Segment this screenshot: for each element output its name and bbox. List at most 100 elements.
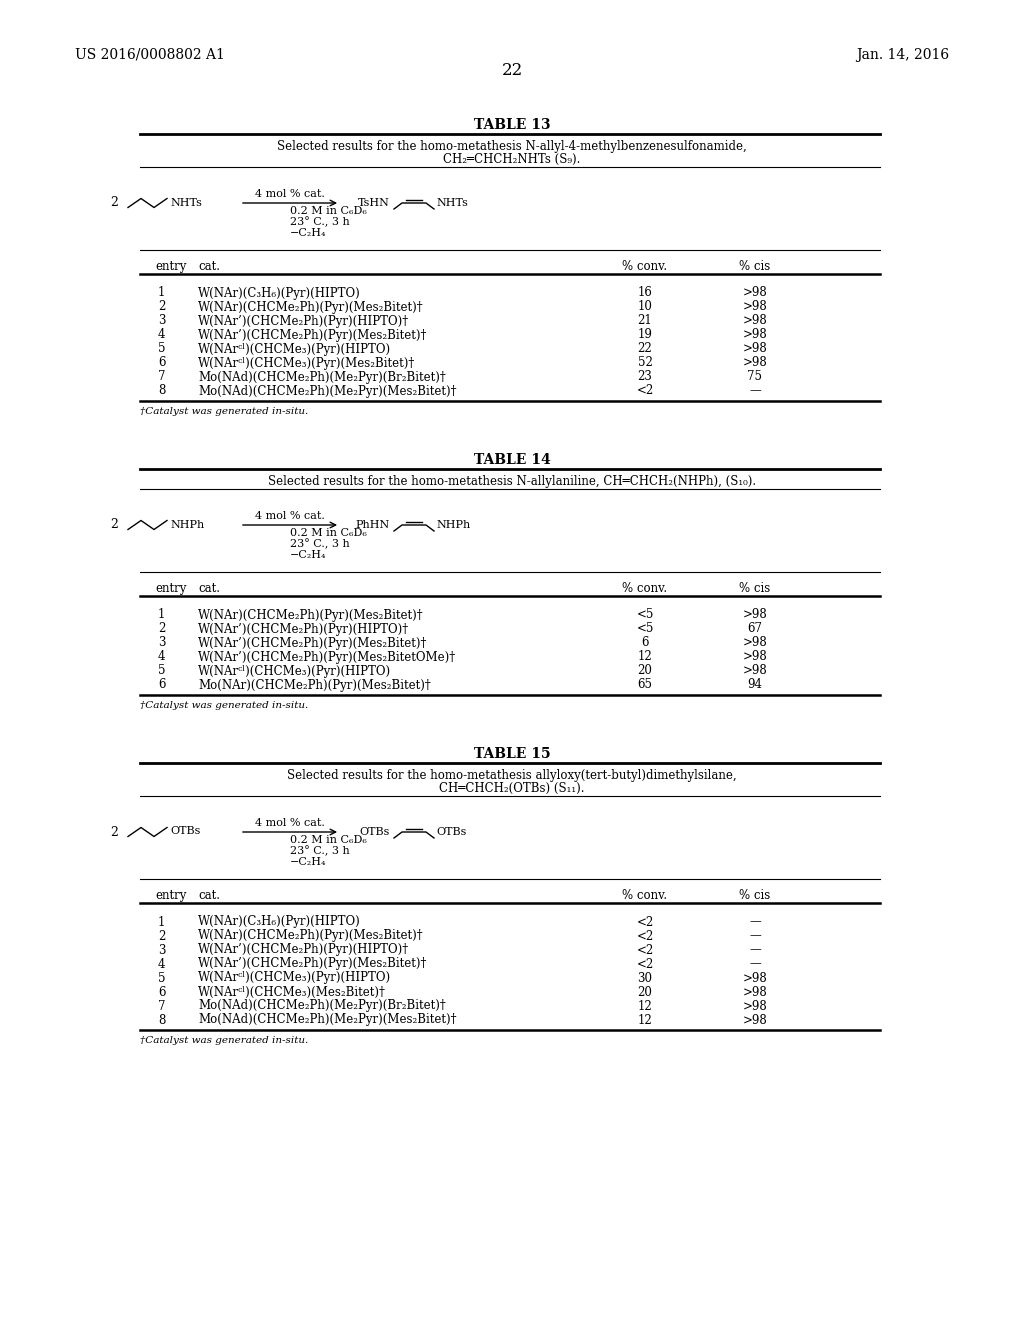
Text: 23° C., 3 h: 23° C., 3 h — [290, 846, 350, 857]
Text: 5: 5 — [158, 972, 166, 985]
Text: W(NAr’)(CHCMe₂Ph)(Pyr)(Mes₂Bitet)†: W(NAr’)(CHCMe₂Ph)(Pyr)(Mes₂Bitet)† — [198, 957, 427, 970]
Text: PhHN: PhHN — [355, 520, 390, 531]
Text: W(NAr’)(CHCMe₂Ph)(Pyr)(Mes₂Bitet)†: W(NAr’)(CHCMe₂Ph)(Pyr)(Mes₂Bitet)† — [198, 636, 427, 649]
Text: 3: 3 — [158, 314, 166, 327]
Text: W(NArᶜˡ)(CHCMe₃)(Pyr)(HIPTO): W(NArᶜˡ)(CHCMe₃)(Pyr)(HIPTO) — [198, 664, 391, 677]
Text: 6: 6 — [641, 636, 649, 649]
Text: —: — — [750, 957, 761, 970]
Text: 7: 7 — [158, 371, 166, 384]
Text: Mo(NAd)(CHCMe₂Ph)(Me₂Pyr)(Br₂Bitet)†: Mo(NAd)(CHCMe₂Ph)(Me₂Pyr)(Br₂Bitet)† — [198, 371, 445, 384]
Text: 3: 3 — [158, 944, 166, 957]
Text: 12: 12 — [638, 999, 652, 1012]
Text: Selected results for the homo-metathesis N-allyl-4-methylbenzenesulfonamide,: Selected results for the homo-metathesis… — [278, 140, 746, 153]
Text: 0.2 M in C₆D₆: 0.2 M in C₆D₆ — [290, 836, 367, 845]
Text: 19: 19 — [638, 329, 652, 342]
Text: 7: 7 — [158, 999, 166, 1012]
Text: 21: 21 — [638, 314, 652, 327]
Text: >98: >98 — [742, 356, 767, 370]
Text: Mo(NAr)(CHCMe₂Ph)(Pyr)(Mes₂Bitet)†: Mo(NAr)(CHCMe₂Ph)(Pyr)(Mes₂Bitet)† — [198, 678, 431, 692]
Text: W(NAr’)(CHCMe₂Ph)(Pyr)(Mes₂BitetOMe)†: W(NAr’)(CHCMe₂Ph)(Pyr)(Mes₂BitetOMe)† — [198, 651, 456, 664]
Text: % conv.: % conv. — [623, 582, 668, 595]
Text: 4: 4 — [158, 957, 166, 970]
Text: W(NAr)(CHCMe₂Ph)(Pyr)(Mes₂Bitet)†: W(NAr)(CHCMe₂Ph)(Pyr)(Mes₂Bitet)† — [198, 929, 424, 942]
Text: 20: 20 — [638, 664, 652, 677]
Text: 4 mol % cat.: 4 mol % cat. — [255, 189, 325, 199]
Text: 4: 4 — [158, 651, 166, 664]
Text: 2: 2 — [158, 623, 165, 635]
Text: Mo(NAd)(CHCMe₂Ph)(Me₂Pyr)(Mes₂Bitet)†: Mo(NAd)(CHCMe₂Ph)(Me₂Pyr)(Mes₂Bitet)† — [198, 384, 457, 397]
Text: TsHN: TsHN — [358, 198, 390, 209]
Text: —: — — [750, 944, 761, 957]
Text: >98: >98 — [742, 636, 767, 649]
Text: >98: >98 — [742, 972, 767, 985]
Text: 23° C., 3 h: 23° C., 3 h — [290, 539, 350, 549]
Text: W(NArᶜˡ)(CHCMe₃)(Pyr)(HIPTO): W(NArᶜˡ)(CHCMe₃)(Pyr)(HIPTO) — [198, 342, 391, 355]
Text: >98: >98 — [742, 664, 767, 677]
Text: >98: >98 — [742, 314, 767, 327]
Text: 20: 20 — [638, 986, 652, 998]
Text: 0.2 M in C₆D₆: 0.2 M in C₆D₆ — [290, 206, 367, 216]
Text: % cis: % cis — [739, 888, 771, 902]
Text: 0.2 M in C₆D₆: 0.2 M in C₆D₆ — [290, 528, 367, 539]
Text: 2: 2 — [110, 519, 118, 532]
Text: 12: 12 — [638, 651, 652, 664]
Text: % conv.: % conv. — [623, 888, 668, 902]
Text: W(NAr)(C₃H₆)(Pyr)(HIPTO): W(NAr)(C₃H₆)(Pyr)(HIPTO) — [198, 916, 360, 928]
Text: 2: 2 — [110, 197, 118, 210]
Text: W(NAr)(CHCMe₂Ph)(Pyr)(Mes₂Bitet)†: W(NAr)(CHCMe₂Ph)(Pyr)(Mes₂Bitet)† — [198, 301, 424, 314]
Text: <2: <2 — [636, 384, 653, 397]
Text: <2: <2 — [636, 944, 653, 957]
Text: W(NArᶜˡ)(CHCMe₃)(Pyr)(Mes₂Bitet)†: W(NArᶜˡ)(CHCMe₃)(Pyr)(Mes₂Bitet)† — [198, 356, 416, 370]
Text: 65: 65 — [638, 678, 652, 692]
Text: 2: 2 — [110, 825, 118, 838]
Text: 1: 1 — [158, 916, 165, 928]
Text: TABLE 13: TABLE 13 — [474, 117, 550, 132]
Text: W(NArᶜˡ)(CHCMe₃)(Pyr)(HIPTO): W(NArᶜˡ)(CHCMe₃)(Pyr)(HIPTO) — [198, 972, 391, 985]
Text: W(NAr’)(CHCMe₂Ph)(Pyr)(Mes₂Bitet)†: W(NAr’)(CHCMe₂Ph)(Pyr)(Mes₂Bitet)† — [198, 329, 427, 342]
Text: % cis: % cis — [739, 260, 771, 273]
Text: 30: 30 — [638, 972, 652, 985]
Text: >98: >98 — [742, 986, 767, 998]
Text: 16: 16 — [638, 286, 652, 300]
Text: OTBs: OTBs — [170, 826, 201, 837]
Text: 23° C., 3 h: 23° C., 3 h — [290, 216, 350, 227]
Text: †Catalyst was generated in-situ.: †Catalyst was generated in-situ. — [140, 407, 308, 416]
Text: NHTs: NHTs — [170, 198, 202, 207]
Text: 23: 23 — [638, 371, 652, 384]
Text: entry: entry — [155, 888, 186, 902]
Text: −C₂H₄: −C₂H₄ — [290, 550, 327, 560]
Text: 8: 8 — [158, 1014, 165, 1027]
Text: entry: entry — [155, 582, 186, 595]
Text: <2: <2 — [636, 957, 653, 970]
Text: 6: 6 — [158, 356, 166, 370]
Text: —: — — [750, 384, 761, 397]
Text: †Catalyst was generated in-situ.: †Catalyst was generated in-situ. — [140, 701, 308, 710]
Text: <2: <2 — [636, 929, 653, 942]
Text: NHPh: NHPh — [170, 520, 204, 529]
Text: 5: 5 — [158, 664, 166, 677]
Text: 6: 6 — [158, 986, 166, 998]
Text: —: — — [750, 929, 761, 942]
Text: >98: >98 — [742, 286, 767, 300]
Text: 22: 22 — [502, 62, 522, 79]
Text: 5: 5 — [158, 342, 166, 355]
Text: >98: >98 — [742, 609, 767, 622]
Text: Selected results for the homo-metathesis N-allylaniline, CH═CHCH₂(NHPh), (S₁₀).: Selected results for the homo-metathesis… — [268, 475, 756, 488]
Text: 2: 2 — [158, 301, 165, 314]
Text: >98: >98 — [742, 301, 767, 314]
Text: 4 mol % cat.: 4 mol % cat. — [255, 818, 325, 828]
Text: entry: entry — [155, 260, 186, 273]
Text: Jan. 14, 2016: Jan. 14, 2016 — [856, 48, 949, 62]
Text: CH═CHCH₂(OTBs) (S₁₁).: CH═CHCH₂(OTBs) (S₁₁). — [439, 781, 585, 795]
Text: W(NArᶜˡ)(CHCMe₃)(Mes₂Bitet)†: W(NArᶜˡ)(CHCMe₃)(Mes₂Bitet)† — [198, 986, 386, 998]
Text: cat.: cat. — [198, 260, 220, 273]
Text: Mo(NAd)(CHCMe₂Ph)(Me₂Pyr)(Mes₂Bitet)†: Mo(NAd)(CHCMe₂Ph)(Me₂Pyr)(Mes₂Bitet)† — [198, 1014, 457, 1027]
Text: cat.: cat. — [198, 888, 220, 902]
Text: 8: 8 — [158, 384, 165, 397]
Text: Mo(NAd)(CHCMe₂Ph)(Me₂Pyr)(Br₂Bitet)†: Mo(NAd)(CHCMe₂Ph)(Me₂Pyr)(Br₂Bitet)† — [198, 999, 445, 1012]
Text: <5: <5 — [636, 609, 653, 622]
Text: US 2016/0008802 A1: US 2016/0008802 A1 — [75, 48, 225, 62]
Text: Selected results for the homo-metathesis allyloxy(tert-butyl)dimethylsilane,: Selected results for the homo-metathesis… — [287, 770, 737, 781]
Text: −C₂H₄: −C₂H₄ — [290, 857, 327, 867]
Text: 75: 75 — [748, 371, 763, 384]
